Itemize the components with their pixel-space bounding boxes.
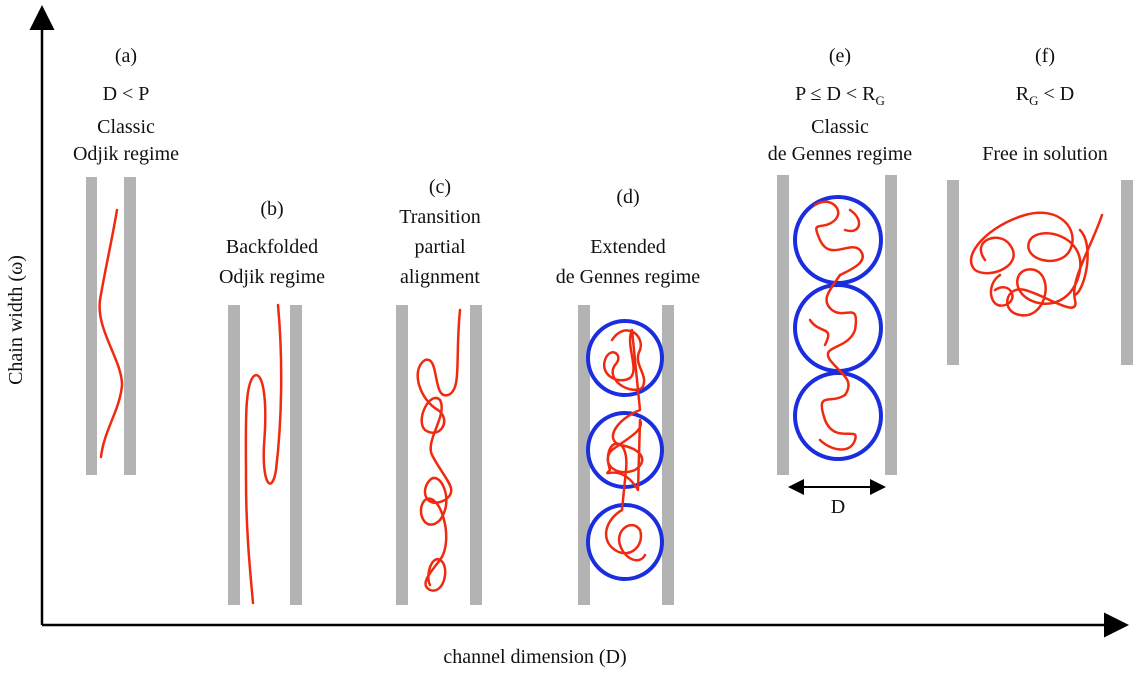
panel-label: (a) [115, 45, 137, 67]
channel-wall [290, 305, 302, 605]
panel-label: (f) [1035, 45, 1055, 67]
polymer-chain [971, 213, 1102, 316]
polymer-chain [604, 330, 645, 560]
polymer-chain [100, 210, 122, 457]
channel-wall [1121, 180, 1133, 365]
blob [795, 285, 881, 371]
condition-subscript: G [876, 93, 885, 108]
condition-main: R [1016, 83, 1030, 105]
channel-wall [124, 177, 136, 475]
panel-label: (b) [260, 198, 283, 220]
channel-wall [470, 305, 482, 605]
panel-text: de Gennes regime [768, 143, 913, 165]
condition-subscript: G [1029, 93, 1038, 108]
polymer-chain [246, 305, 281, 603]
panel-label: (e) [829, 45, 851, 67]
blob [795, 373, 881, 459]
panel-text: Transition [399, 206, 481, 228]
channel-wall [86, 177, 97, 475]
condition-main: P ≤ D < R [795, 83, 876, 105]
width-label: D [831, 496, 845, 518]
channel-wall [662, 305, 674, 605]
diagram: Chain width (ω) channel dimension (D) (a… [0, 0, 1134, 675]
panel-condition: P ≤ D < RG [795, 83, 885, 108]
panel-text: Odjik regime [219, 266, 325, 288]
panel-text: Classic [97, 116, 155, 138]
panel-text: alignment [400, 266, 480, 288]
channel-wall [885, 175, 897, 475]
blob [588, 321, 662, 395]
y-axis-label: Chain width (ω) [5, 255, 27, 385]
blob [588, 505, 662, 579]
panel-label: (c) [429, 176, 451, 198]
channel-wall [396, 305, 408, 605]
panel-condition: RG < D [1016, 83, 1074, 108]
channel-wall [777, 175, 789, 475]
panel-label: (d) [616, 186, 639, 208]
polymer-chain [810, 202, 863, 450]
panel-text: de Gennes regime [556, 266, 701, 288]
panel-text: Backfolded [226, 236, 318, 258]
panel-text: Classic [811, 116, 869, 138]
channel-wall [947, 180, 959, 365]
panel-text: Odjik regime [73, 143, 179, 165]
x-axis-label: channel dimension (D) [443, 646, 626, 668]
panel-condition: D < P [103, 83, 150, 105]
polymer-chain [418, 310, 460, 591]
condition-main: < D [1039, 83, 1075, 105]
panel-text: Free in solution [982, 143, 1108, 165]
panel-text: Extended [590, 236, 666, 258]
channel-wall [228, 305, 240, 605]
panel-text: partial [414, 236, 466, 258]
